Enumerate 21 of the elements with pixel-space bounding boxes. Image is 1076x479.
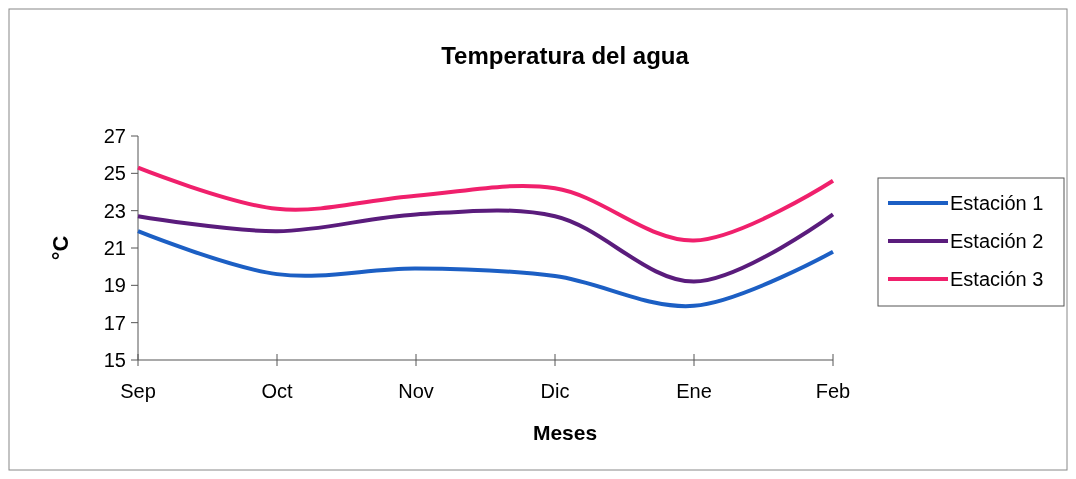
x-tick-label: Nov [398, 380, 434, 402]
x-tick-label: Ene [676, 380, 712, 402]
y-tick-label: 19 [103, 274, 126, 297]
chart-title: Temperatura del agua [441, 42, 690, 69]
y-tick-label: 27 [103, 125, 126, 147]
y-tick-label: 15 [103, 349, 126, 371]
y-tick-label: 21 [103, 237, 126, 259]
x-tick-label: Sep [120, 380, 156, 402]
x-axis-title: Meses [532, 421, 598, 444]
x-tick-label: Oct [261, 380, 293, 402]
y-axis-title: °C [48, 235, 73, 261]
y-tick-label: 17 [103, 311, 126, 334]
legend-label: Estación 2 [950, 230, 1044, 252]
legend-label: Estación 3 [950, 268, 1044, 290]
x-tick-label: Feb [815, 380, 851, 402]
y-tick-label: 23 [103, 199, 126, 222]
y-tick-label: 25 [103, 162, 126, 185]
x-tick-label: Dic [540, 380, 570, 402]
line-series [136, 229, 835, 309]
line-series [136, 165, 835, 243]
legend-label: Estación 1 [950, 192, 1044, 214]
